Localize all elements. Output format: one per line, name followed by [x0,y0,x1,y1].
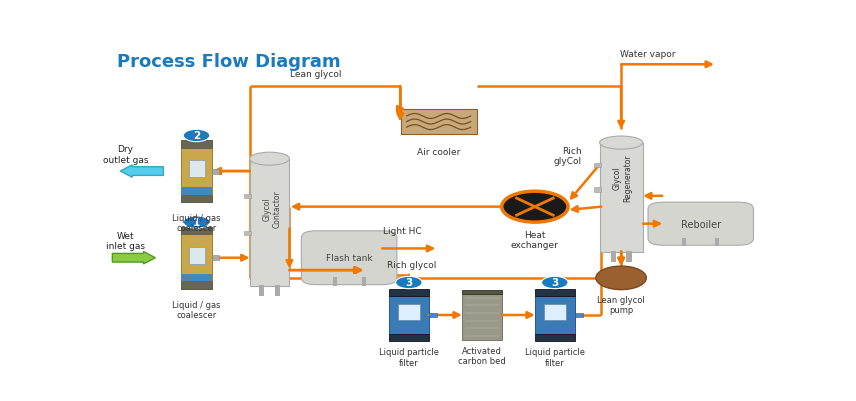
Bar [594,163,601,168]
Text: Liquid / gas
coalescer: Liquid / gas coalescer [172,213,221,233]
Text: Heat
exchanger: Heat exchanger [511,230,559,250]
Circle shape [395,277,422,289]
Bar [181,227,212,289]
Bar [362,277,366,286]
Bar [244,231,251,235]
Bar [462,290,502,294]
Bar [535,334,574,341]
Bar [212,255,219,261]
Bar [332,277,336,286]
Bar [389,290,429,296]
Text: 3: 3 [551,278,558,288]
Circle shape [183,130,210,142]
Text: Light HC: Light HC [383,226,421,235]
Text: Rich
glyCol: Rich glyCol [553,146,581,166]
Bar [181,141,212,203]
Text: Lean glycol: Lean glycol [290,70,342,79]
Text: Wet
inlet gas: Wet inlet gas [106,231,145,251]
Circle shape [596,266,646,290]
FancyBboxPatch shape [648,203,753,245]
Circle shape [542,277,568,289]
Bar [181,188,212,195]
Bar [682,238,687,247]
Bar [535,296,574,334]
Text: Reboiler: Reboiler [681,219,721,229]
FancyBboxPatch shape [301,231,397,285]
Text: Glycol
Regenerator: Glycol Regenerator [613,154,633,202]
Circle shape [183,217,210,229]
Ellipse shape [599,137,643,150]
Text: Rich glycol: Rich glycol [388,261,437,269]
Bar [594,188,601,192]
Text: Glycol
Contactor: Glycol Contactor [263,190,282,227]
FancyArrow shape [120,166,163,178]
Bar [599,143,643,252]
Text: 1: 1 [193,218,200,227]
Bar [716,238,719,247]
Bar [275,285,280,297]
Bar [212,169,219,174]
Bar [462,294,502,340]
Bar [535,290,574,296]
Text: Air cooler: Air cooler [417,148,461,157]
Bar [544,304,566,320]
Ellipse shape [250,153,289,166]
Text: Lean glycol
pump: Lean glycol pump [597,295,645,314]
Text: 3: 3 [405,278,413,288]
Text: Liquid particle
filter: Liquid particle filter [379,348,439,367]
Text: 2: 2 [193,131,200,141]
Bar [389,334,429,341]
Circle shape [502,192,568,223]
Bar [181,274,212,282]
Text: Liquid particle
filter: Liquid particle filter [525,348,585,367]
Bar [181,282,212,289]
Bar [181,141,212,148]
Text: Water vapor: Water vapor [620,50,675,59]
Bar [259,285,265,297]
Bar [627,251,632,263]
Text: Activated
carbon bed: Activated carbon bed [458,346,506,365]
Text: Liquid / gas
coalescer: Liquid / gas coalescer [172,300,221,319]
Bar [181,195,212,203]
FancyArrow shape [112,252,156,264]
Bar [188,247,205,264]
Bar [250,159,289,286]
Bar [398,304,419,320]
Text: Dry
outlet gas: Dry outlet gas [103,145,148,164]
Bar [181,227,212,235]
Bar [574,313,583,317]
Bar [429,313,437,317]
Text: Process Flow Diagram: Process Flow Diagram [117,53,341,71]
Bar [389,296,429,334]
Bar [401,109,477,135]
Text: Flash tank: Flash tank [326,253,372,263]
Bar [244,194,251,198]
Bar [188,160,205,178]
Bar [610,251,615,263]
